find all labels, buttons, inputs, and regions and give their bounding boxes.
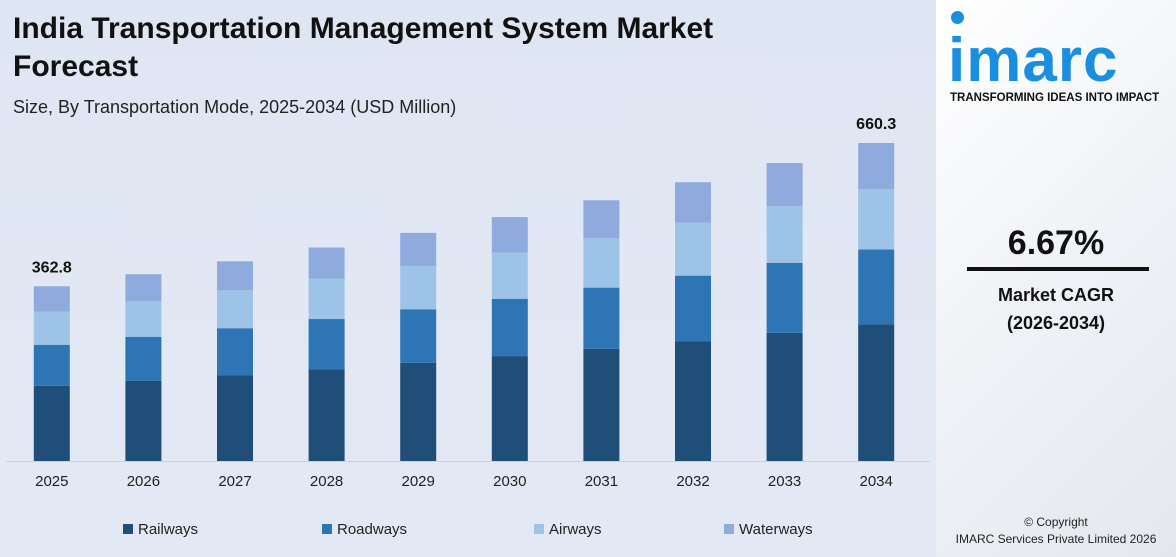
bar-segment: [766, 332, 803, 461]
company: IMARC Services Private Limited 2026: [955, 532, 1157, 546]
cagr-value: 6.67%: [1007, 224, 1105, 262]
bar-segment: [308, 278, 345, 320]
total-label: 660.3: [856, 116, 896, 133]
legend-swatch: [123, 524, 133, 534]
legend-swatch: [322, 524, 332, 534]
bar-segment: [858, 324, 895, 461]
bar-segment: [491, 252, 528, 299]
copyright: © Copyright: [1024, 515, 1088, 529]
bar-segment: [308, 369, 345, 461]
bar-segment: [308, 319, 345, 370]
legend-swatch: [534, 524, 544, 534]
x-tick-label: 2032: [676, 473, 709, 490]
tagline: TRANSFORMING IDEAS INTO IMPACT: [950, 92, 1160, 104]
chart-title: India Transportation Management System M…: [13, 12, 714, 83]
bar-segment: [491, 356, 528, 461]
bar-segment: [675, 182, 711, 223]
bar-segment: [217, 328, 253, 376]
bar-segment: [125, 301, 162, 337]
x-tick-label: 2034: [860, 473, 893, 490]
legend-label: Railways: [138, 521, 198, 538]
x-tick-label: 2033: [768, 473, 801, 490]
total-label: 362.8: [32, 259, 72, 276]
bar-segment: [217, 375, 253, 461]
bar-segment: [766, 163, 803, 207]
side-panel: [936, 0, 1176, 557]
bar-segment: [308, 247, 345, 279]
bar-segment: [858, 249, 895, 325]
bar-segment: [583, 348, 620, 461]
bar-segment: [491, 217, 528, 253]
bar-segment: [125, 380, 162, 461]
legend-label: Roadways: [337, 521, 407, 538]
legend-label: Airways: [549, 521, 602, 538]
bar-segment: [33, 311, 70, 345]
bar-segment: [33, 344, 70, 386]
bar-segment: [675, 222, 711, 276]
x-tick-label: 2031: [585, 473, 618, 490]
logo: imarc: [948, 26, 1119, 95]
bar-segment: [125, 336, 162, 381]
x-tick-label: 2029: [402, 473, 435, 490]
bar-segment: [766, 206, 803, 263]
bar-segment: [217, 290, 253, 329]
cagr-period: (2026-2034): [1006, 313, 1106, 333]
legend-label: Waterways: [739, 521, 813, 538]
cagr-label: Market CAGR: [997, 285, 1115, 305]
x-tick-label: 2030: [493, 473, 526, 490]
x-tick-label: 2026: [127, 473, 160, 490]
x-tick-label: 2028: [310, 473, 343, 490]
bar-segment: [400, 309, 437, 363]
chart: 2025 362.8 2026 2027 2028 2029 2030 2031 2032 203…: [6, 116, 930, 538]
bar-segment: [217, 261, 253, 291]
bar-segment: [583, 200, 620, 239]
x-tick-label: 2025: [35, 473, 68, 490]
bar-segment: [400, 362, 437, 461]
legend-swatch: [724, 524, 734, 534]
x-tick-label: 2027: [218, 473, 251, 490]
bar-segment: [858, 143, 895, 190]
bar-segment: [766, 262, 803, 333]
bar-segment: [33, 385, 70, 461]
bar-segment: [675, 275, 711, 342]
chart-subtitle: Size, By Transportation Mode, 2025-2034 …: [13, 97, 457, 117]
logo-dot: [951, 11, 964, 24]
bar-segment: [583, 287, 620, 349]
bar-segment: [675, 341, 711, 461]
bar-segment: [858, 189, 895, 250]
bar-segment: [125, 274, 162, 302]
bar-segment: [583, 238, 620, 288]
bar-segment: [33, 286, 70, 312]
cagr-rule: [967, 267, 1149, 271]
bar-segment: [491, 298, 528, 357]
bar-segment: [400, 232, 437, 266]
bar-segment: [400, 265, 437, 310]
